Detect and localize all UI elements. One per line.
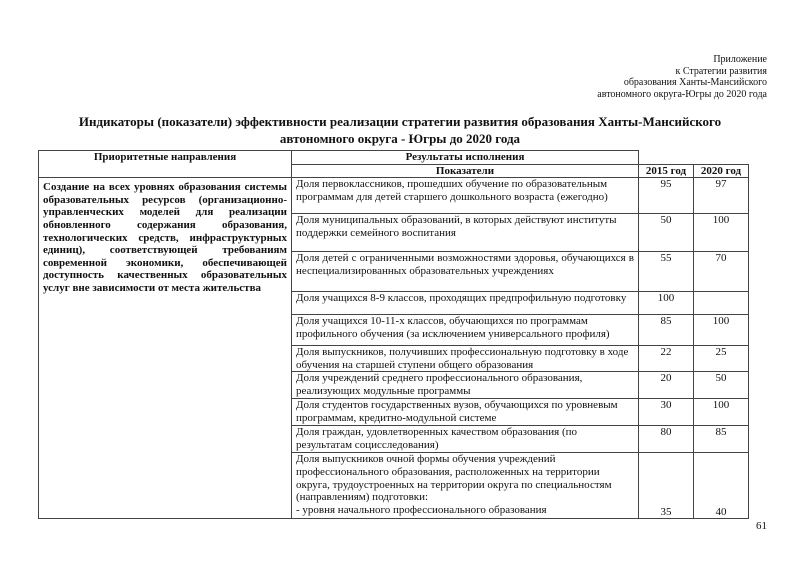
table-row: Доля выпускников очной формы обучения уч… xyxy=(39,452,749,520)
value-2020: 40 xyxy=(693,452,749,520)
page-number: 61 xyxy=(756,520,767,532)
value-2015: 22 xyxy=(638,345,694,373)
value-2015: 35 xyxy=(638,452,694,520)
indicator-cell: Доля учащихся 8-9 классов, проходящих пр… xyxy=(291,291,639,316)
indicator-text: Доля выпускников очной формы обучения уч… xyxy=(296,453,612,504)
value-2015: 50 xyxy=(638,213,694,253)
appendix-note: Приложение к Стратегии развития образова… xyxy=(597,54,767,100)
header-2020: 2020 год xyxy=(693,163,749,179)
value-2015: 80 xyxy=(638,425,694,454)
indicator-cell: Доля учащихся 10-11-х классов, обучающих… xyxy=(291,314,639,347)
value-2020 xyxy=(693,291,749,316)
header-2015: 2015 год xyxy=(638,163,694,179)
value-2015: 30 xyxy=(638,398,694,427)
appendix-line: образования Ханты-Мансийского xyxy=(623,77,767,88)
value-2020: 100 xyxy=(693,398,749,427)
header-indicators: Показатели xyxy=(291,163,639,179)
value-2015: 85 xyxy=(638,314,694,347)
indicator-cell: Доля муниципальных образований, в которы… xyxy=(291,213,639,253)
table-row: Доля студентов государственных вузов, об… xyxy=(39,398,749,427)
indicator-cell: Доля выпускников очной формы обучения уч… xyxy=(291,452,639,520)
header-priority: Приоритетные направления xyxy=(38,149,292,179)
value-2015: 20 xyxy=(638,371,694,400)
value-2020: 85 xyxy=(693,425,749,454)
indicator-cell: Доля первоклассников, прошедших обучение… xyxy=(291,177,639,215)
table-row: Доля детей с ограниченными возможностями… xyxy=(39,251,749,293)
indicator-cell: Доля учреждений среднего профессионально… xyxy=(291,371,639,400)
table-row: Доля выпускников, получивших профессиона… xyxy=(39,345,749,373)
table-row: Доля учреждений среднего профессионально… xyxy=(39,371,749,400)
header-blank xyxy=(639,151,749,165)
header-results: Результаты исполнения xyxy=(291,150,639,165)
table-row: Доля учащихся 8-9 классов, проходящих пр… xyxy=(39,291,749,316)
value-2020: 97 xyxy=(693,177,749,215)
value-2015: 100 xyxy=(638,291,694,316)
value-2020: 70 xyxy=(693,251,749,293)
value-2020: 100 xyxy=(693,314,749,347)
value-2020: 25 xyxy=(693,345,749,373)
value-2020: 100 xyxy=(693,213,749,253)
indicator-cell: Доля детей с ограниченными возможностями… xyxy=(291,251,639,293)
table-row: Создание на всех уровнях образования сис… xyxy=(38,177,749,520)
appendix-line: к Стратегии развития xyxy=(675,65,767,77)
value-2015: 55 xyxy=(638,251,694,293)
indicators-table: Приоритетные направления Результаты испо… xyxy=(38,149,749,520)
indicator-cell: Доля граждан, удовлетворенных качеством … xyxy=(291,425,639,454)
priority-direction: Создание на всех уровнях образования сис… xyxy=(38,177,292,520)
appendix-line: Приложение xyxy=(713,54,767,65)
indicator-cell: Доля студентов государственных вузов, об… xyxy=(291,398,639,427)
indicator-sub: - уровня начального профессионального об… xyxy=(296,503,547,516)
table-row: Доля муниципальных образований, в которы… xyxy=(39,213,749,253)
document-title: Индикаторы (показатели) эффективности ре… xyxy=(78,114,722,146)
appendix-line: автономного округа-Югры до 2020 года xyxy=(597,88,767,100)
indicator-cell: Доля выпускников, получивших профессиона… xyxy=(291,345,639,373)
value-2015: 95 xyxy=(638,177,694,215)
value-2020: 50 xyxy=(693,371,749,400)
